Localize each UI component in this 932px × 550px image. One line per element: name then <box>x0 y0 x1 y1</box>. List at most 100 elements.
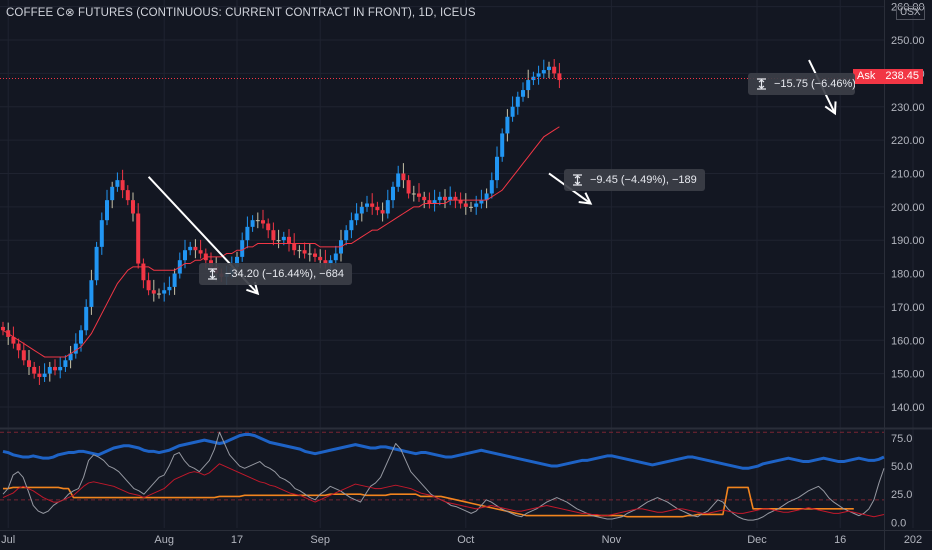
candle-body[interactable] <box>515 96 520 107</box>
candle-body[interactable] <box>359 206 364 214</box>
candle-body[interactable] <box>495 156 499 181</box>
candle-body[interactable] <box>245 226 250 241</box>
candle-body[interactable] <box>120 180 125 191</box>
candle-body[interactable] <box>183 250 187 261</box>
candle-body[interactable] <box>333 253 338 261</box>
candle-body[interactable] <box>500 133 505 157</box>
candle-body[interactable] <box>396 173 401 187</box>
measure-label-3[interactable]: −15.75 (−6.46%), −3 <box>748 73 855 95</box>
candle-body[interactable] <box>323 260 328 264</box>
candle-body[interactable] <box>458 200 463 204</box>
candle-body[interactable] <box>313 253 317 257</box>
candle-body[interactable] <box>417 193 421 197</box>
candle-body[interactable] <box>474 203 479 207</box>
candle-body[interactable] <box>375 206 380 211</box>
candle-body[interactable] <box>432 200 437 204</box>
candle-body[interactable] <box>448 196 453 201</box>
candle-body[interactable] <box>141 263 146 281</box>
candle-body[interactable] <box>427 200 432 204</box>
candle-body[interactable] <box>411 193 416 195</box>
candle-body[interactable] <box>365 203 369 207</box>
candle-body[interactable] <box>94 246 99 281</box>
candle-body[interactable] <box>63 360 68 367</box>
candle-body[interactable] <box>131 200 135 214</box>
candle-body[interactable] <box>552 66 557 74</box>
candle-body[interactable] <box>42 373 47 377</box>
measure-label-2[interactable]: −9.45 (−4.49%), −189 <box>564 169 705 191</box>
candle-body[interactable] <box>422 196 427 201</box>
candle-body[interactable] <box>401 173 406 181</box>
candle-body[interactable] <box>287 236 291 244</box>
candle-body[interactable] <box>354 213 359 221</box>
candle-body[interactable] <box>47 366 52 374</box>
candle-body[interactable] <box>349 220 354 231</box>
candle-body[interactable] <box>73 343 78 354</box>
candle-body[interactable] <box>521 90 525 97</box>
candle-body[interactable] <box>479 200 484 204</box>
candle-body[interactable] <box>198 250 203 254</box>
candle-body[interactable] <box>505 116 510 134</box>
candle-body[interactable] <box>255 220 260 222</box>
candle-body[interactable] <box>484 193 489 201</box>
candle-body[interactable] <box>250 220 255 227</box>
candle-body[interactable] <box>541 70 546 74</box>
candle-body[interactable] <box>235 256 239 267</box>
candle-body[interactable] <box>318 256 323 261</box>
candle-body[interactable] <box>99 220 104 247</box>
candle-body[interactable] <box>58 366 63 371</box>
candle-body[interactable] <box>84 306 89 331</box>
candle-body[interactable] <box>261 220 265 224</box>
candle-body[interactable] <box>443 196 447 201</box>
candle-body[interactable] <box>328 260 333 264</box>
candle-body[interactable] <box>1 326 5 331</box>
candle-body[interactable] <box>11 336 16 344</box>
candle-body[interactable] <box>105 200 109 221</box>
candle-body[interactable] <box>547 66 551 71</box>
candle-body[interactable] <box>370 203 375 207</box>
candle-body[interactable] <box>125 190 130 201</box>
candle-body[interactable] <box>297 250 302 252</box>
candle-body[interactable] <box>266 223 271 231</box>
candle-body[interactable] <box>136 213 141 264</box>
candle-body[interactable] <box>385 200 390 214</box>
candle-body[interactable] <box>172 273 177 287</box>
candle-body[interactable] <box>157 293 161 295</box>
candle-body[interactable] <box>16 343 21 351</box>
candle-body[interactable] <box>489 180 494 194</box>
candle-body[interactable] <box>469 206 473 208</box>
candle-body[interactable] <box>193 246 198 251</box>
measure-label-1[interactable]: −34.20 (−16.44%), −684 <box>199 263 352 285</box>
candle-body[interactable] <box>391 186 395 201</box>
candle-body[interactable] <box>32 366 37 374</box>
candle-body[interactable] <box>79 330 83 344</box>
candle-body[interactable] <box>151 290 156 294</box>
candle-body[interactable] <box>21 350 26 361</box>
candle-body[interactable] <box>188 246 193 251</box>
candle-body[interactable] <box>281 236 286 241</box>
candle-body[interactable] <box>531 76 536 81</box>
candle-body[interactable] <box>162 290 167 294</box>
candle-body[interactable] <box>37 373 42 377</box>
oscillator-series-1[interactable] <box>2 433 885 470</box>
candle-body[interactable] <box>68 353 73 361</box>
candle-body[interactable] <box>344 230 349 241</box>
candle-body[interactable] <box>27 360 31 367</box>
candle-body[interactable] <box>380 210 385 214</box>
candle-body[interactable] <box>307 253 312 255</box>
candle-body[interactable] <box>115 180 120 187</box>
candle-body[interactable] <box>463 203 468 207</box>
candle-body[interactable] <box>292 243 297 251</box>
moving-average-line[interactable] <box>2 126 560 358</box>
candle-body[interactable] <box>437 196 442 201</box>
candle-body[interactable] <box>536 73 541 77</box>
candle-body[interactable] <box>406 180 411 194</box>
candle-body[interactable] <box>510 106 515 117</box>
candle-body[interactable] <box>526 80 531 91</box>
candle-body[interactable] <box>453 196 458 201</box>
candle-body[interactable] <box>302 250 307 254</box>
candle-body[interactable] <box>167 286 172 291</box>
candle-body[interactable] <box>146 280 151 291</box>
candle-body[interactable] <box>557 73 562 81</box>
candle-body[interactable] <box>240 240 245 257</box>
